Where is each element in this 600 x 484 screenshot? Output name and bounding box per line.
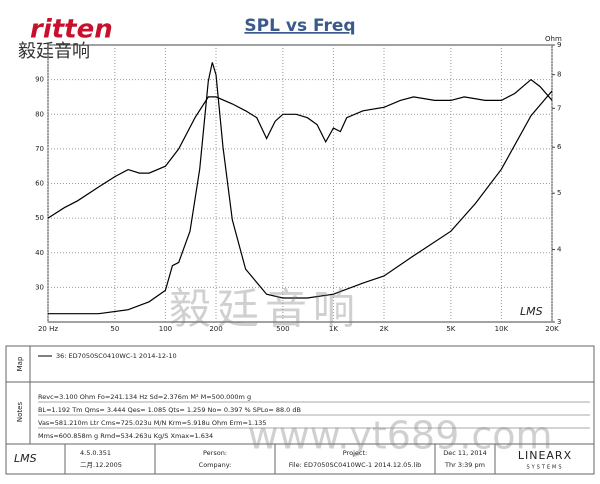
x-tick-label: 1K xyxy=(329,325,338,333)
y-tick-label: 50 xyxy=(35,214,44,222)
footer-time: Thr 3:39 pm xyxy=(444,461,485,469)
y-tick-label: 40 xyxy=(35,249,44,257)
note-line: BL=1.192 Tm Qms= 3.444 Qes= 1.085 Qts= 1… xyxy=(38,406,301,414)
x-tick-label: 500 xyxy=(276,325,289,333)
y2-label: Ohm xyxy=(545,35,562,43)
logo-chinese: 毅廷音响 xyxy=(18,41,90,62)
panel-label: Notes xyxy=(16,402,24,423)
y2-tick-label: 8 xyxy=(557,71,561,79)
y2-tick-label: 4 xyxy=(557,245,562,253)
watermark: 毅廷音响 xyxy=(169,285,361,334)
x-tick-label: 2K xyxy=(379,325,388,333)
footer-date: 二月.12.2005 xyxy=(80,461,122,469)
watermark-url: www.yt689.com xyxy=(248,414,553,458)
y2-tick-label: 3 xyxy=(557,318,561,326)
x-tick-label: 20K xyxy=(545,325,559,333)
note-line: Revc=3.100 Ohm Fo=241.134 Hz Sd=2.376m M… xyxy=(38,393,251,401)
footer-version: 4.5.0.351 xyxy=(80,449,111,457)
y-tick-label: 60 xyxy=(35,180,44,188)
y2-tick-label: 9 xyxy=(557,41,561,49)
x-tick-label: 5K xyxy=(446,325,455,333)
logo-brand: ritten xyxy=(30,15,113,45)
x-tick-label: 100 xyxy=(159,325,172,333)
note-line: Vas=581.210m Ltr Cms=725.023u M/N Krm=5.… xyxy=(38,419,267,427)
legend-entry: 36: ED7050SC0410WC-1 2014-12-10 xyxy=(56,352,177,360)
x-tick-label: 200 xyxy=(209,325,222,333)
chart-title: SPL vs Freq xyxy=(244,16,355,36)
x-tick-label: 50 xyxy=(110,325,119,333)
footer-person: Person: xyxy=(203,449,227,457)
footer-lms: LMS xyxy=(14,452,37,465)
y-tick-label: 80 xyxy=(35,110,44,118)
series-line xyxy=(48,62,553,315)
y-tick-label: 70 xyxy=(35,145,44,153)
footer-brand-sub: SYSTEMS xyxy=(526,465,563,471)
y2-tick-label: 5 xyxy=(557,189,561,197)
footer-company: Company: xyxy=(199,461,232,469)
footer-file: File: ED7050SC0410WC-1 2014.12.05.lib xyxy=(289,461,422,469)
x-tick-label: 10K xyxy=(495,325,509,333)
y-tick-label: 30 xyxy=(35,283,44,291)
series-line xyxy=(47,78,553,219)
y-tick-label: 90 xyxy=(35,76,44,84)
panel-frame xyxy=(5,345,595,475)
note-line: Mms=600.858m g Rmd=534.263u Kg/S Xmax=1.… xyxy=(38,432,213,440)
panel-label: Map xyxy=(16,356,24,371)
footer-day: Dec 11, 2014 xyxy=(443,449,487,457)
footer-project: Project: xyxy=(343,449,367,457)
y2-tick-label: 7 xyxy=(557,104,561,112)
x-tick-label: 20 Hz xyxy=(38,325,58,333)
lms-mark: LMS xyxy=(520,305,543,318)
y2-tick-label: 6 xyxy=(557,143,562,151)
footer-brand: LINEARX xyxy=(518,449,572,462)
